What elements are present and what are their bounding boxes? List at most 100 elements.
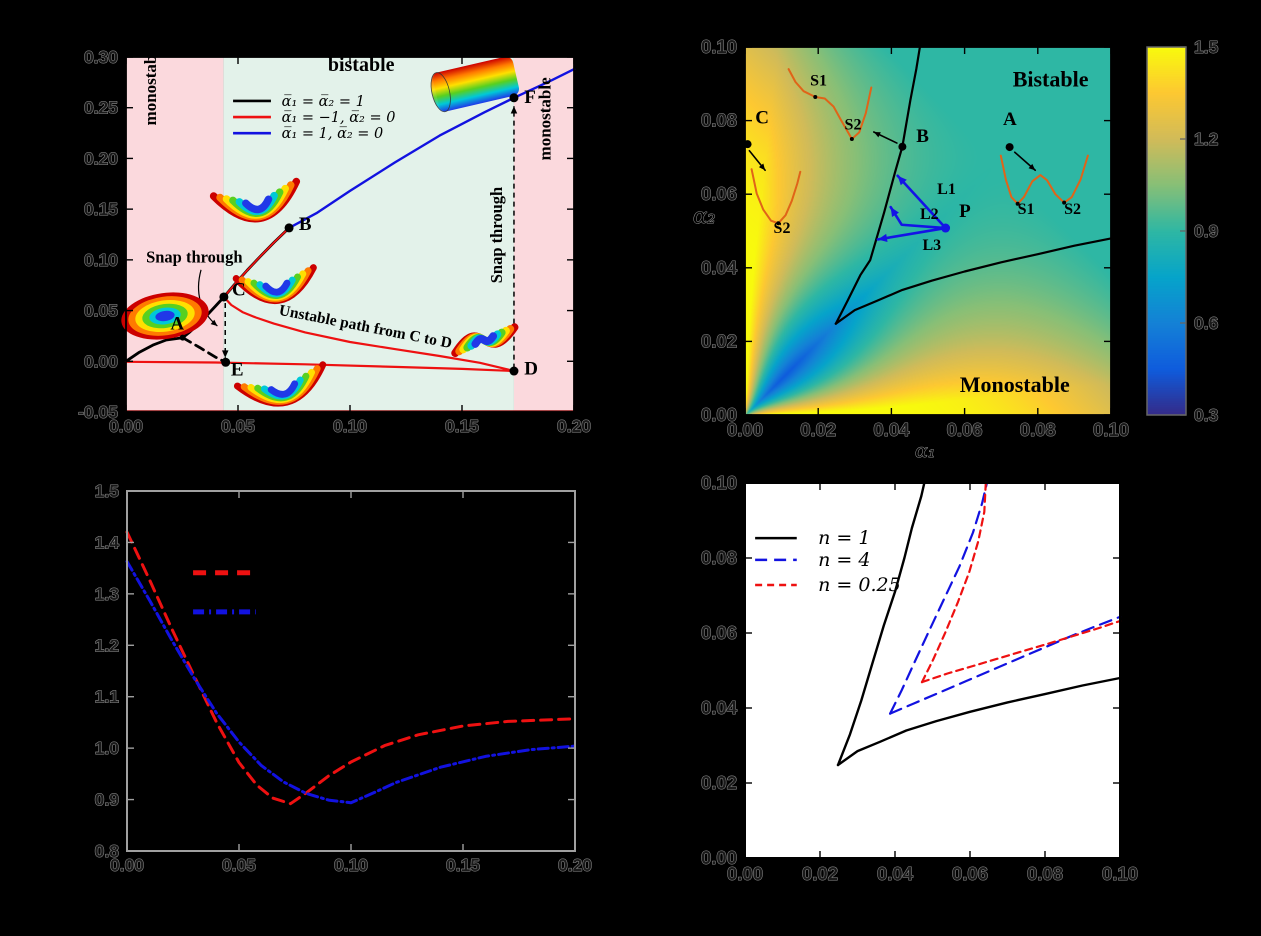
point-label-C: C xyxy=(232,280,246,301)
point-label-P: P xyxy=(959,201,971,222)
x-tick-label: 0.05 xyxy=(222,855,256,875)
x-tick-label: 0.10 xyxy=(334,855,368,875)
y-tick-label: 0.00 xyxy=(84,351,118,371)
y-tick-label: 0.10 xyxy=(701,36,737,57)
x-tick-label: 0.06 xyxy=(952,863,988,884)
y-tick-label: 0.15 xyxy=(84,199,118,219)
point-label-D: D xyxy=(524,358,538,379)
arrow-shaft xyxy=(896,174,947,230)
colorbar-tick-label: 0.3 xyxy=(1194,405,1219,425)
series-red-flat-branch xyxy=(124,360,516,373)
x-tick-label: 0.10 xyxy=(1093,419,1129,440)
y-tick-label: 0.08 xyxy=(701,547,737,568)
arrow-label-L2: L2 xyxy=(920,206,939,223)
valley-band xyxy=(242,195,273,214)
y-tick-label: 0.04 xyxy=(701,257,738,278)
point-label-B: B xyxy=(916,126,929,147)
point-label-B: B xyxy=(299,214,312,235)
well-minimum-dot xyxy=(849,137,854,141)
annotation: Snap through xyxy=(487,187,506,283)
series-energy-well-topleft xyxy=(787,68,873,140)
x-tick-label: 0.10 xyxy=(333,416,367,436)
cylinder-body xyxy=(432,56,520,112)
legend-label: n = 0.25 xyxy=(818,574,901,596)
series-n1-upper xyxy=(836,481,926,767)
series-dashed-A-to-E xyxy=(181,336,228,364)
arrow-shaft xyxy=(876,226,947,241)
well-minimum-dot xyxy=(1015,201,1020,206)
series-blue-branch xyxy=(287,68,576,230)
valley-band xyxy=(267,380,299,398)
point-label-F: F xyxy=(524,87,536,108)
legend-label: α̅₁ = 1, α̅₂ = 0 xyxy=(282,126,384,142)
series-boundary-lower xyxy=(834,237,1113,325)
y-tick-label: 1.4 xyxy=(95,532,120,552)
region-monostable xyxy=(513,57,574,412)
y-tick-label: 0.06 xyxy=(701,622,737,643)
series-blue-dashdot-curve xyxy=(125,560,577,805)
series-red-dashed-curve xyxy=(125,530,577,806)
panel-a: α̅₁ = α̅₂ = 1α̅₁ = −1, α̅₂ = 0α̅₁ = 1, α… xyxy=(78,42,592,437)
plot-background xyxy=(745,483,1120,858)
y-tick-label: 0.05 xyxy=(84,301,118,321)
well-label: S1 xyxy=(810,72,827,89)
surface-inset-twist xyxy=(451,323,519,358)
panel-d: n = 1n = 4 n = 0.25 0.00 0.02 0.04 0.06 0.08 0.… xyxy=(700,471,1138,884)
annotation: monostable xyxy=(535,77,554,161)
y-tick-label: 1.5 xyxy=(95,481,120,501)
annotation: monostable xyxy=(141,42,160,126)
y-tick-label: 1.3 xyxy=(95,584,120,604)
y-tick-label: 0.06 xyxy=(701,183,737,204)
point-label-E: E xyxy=(231,359,244,380)
arrow-head xyxy=(897,175,907,186)
arrow-head xyxy=(510,106,518,114)
x-tick-label: 0.04 xyxy=(873,419,910,440)
x-tick-label: 0.20 xyxy=(557,416,591,436)
surface-inset-valley xyxy=(232,264,317,305)
y-tick-label: 0.00 xyxy=(701,847,737,868)
x-axis-label: α₁ xyxy=(915,440,935,462)
series-n025-lower xyxy=(920,619,1122,684)
panel-b: L1 L2 L3 S1 S2 S2 S1 S2 A B C P Bistable Monostable 0.… xyxy=(692,35,1219,462)
arrow-head xyxy=(1028,163,1036,171)
well-label: S2 xyxy=(1064,201,1081,218)
well-label: S2 xyxy=(845,116,862,133)
series-n4-lower xyxy=(889,615,1122,715)
x-tick-label: 0.15 xyxy=(446,855,480,875)
colorbar-tick-label: 0.9 xyxy=(1194,221,1219,241)
x-tick-label: 0.02 xyxy=(802,863,838,884)
twist-band xyxy=(471,332,498,348)
x-tick-label: 0.08 xyxy=(1020,419,1056,440)
legend-label: n = 1 xyxy=(818,527,870,549)
x-tick-label: 0.00 xyxy=(109,416,143,436)
y-tick-label: 0.10 xyxy=(84,250,118,270)
y-tick-label: 0.10 xyxy=(701,472,737,493)
point-A xyxy=(179,334,186,341)
x-tick-label: 0.06 xyxy=(947,419,983,440)
well-minimum-dot xyxy=(813,95,818,100)
region-label: Bistable xyxy=(1013,66,1089,91)
cylinder-cap xyxy=(430,72,451,113)
y-axis-label: α₂ xyxy=(693,204,716,228)
x-tick-label: 0.05 xyxy=(221,416,255,436)
surface-inset-bowl xyxy=(121,292,209,340)
panel-c: 0.00 0.05 0.10 0.15 0.20 0.8 0.9 1.0 1.1 1.2 1.3 1.… xyxy=(94,480,593,875)
y-tick-label: 1.0 xyxy=(95,738,120,758)
x-tick-label: 0.20 xyxy=(558,855,592,875)
arrow-head xyxy=(758,163,766,171)
plot-frame xyxy=(744,482,1121,859)
y-tick-label: 0.02 xyxy=(701,330,737,351)
point-B xyxy=(898,142,907,151)
series-n4-upper xyxy=(889,481,988,715)
series-red-unstable-C-to-D xyxy=(222,295,516,373)
surface-inset-valley xyxy=(209,177,301,223)
y-tick-label: -0.05 xyxy=(78,402,118,422)
annotation: bistable xyxy=(328,54,395,76)
point-label-A: A xyxy=(170,313,184,334)
y-tick-label: 0.8 xyxy=(95,841,120,861)
region-bistable xyxy=(223,57,514,412)
well-label: S2 xyxy=(774,220,791,237)
point-label-A: A xyxy=(1003,109,1017,130)
